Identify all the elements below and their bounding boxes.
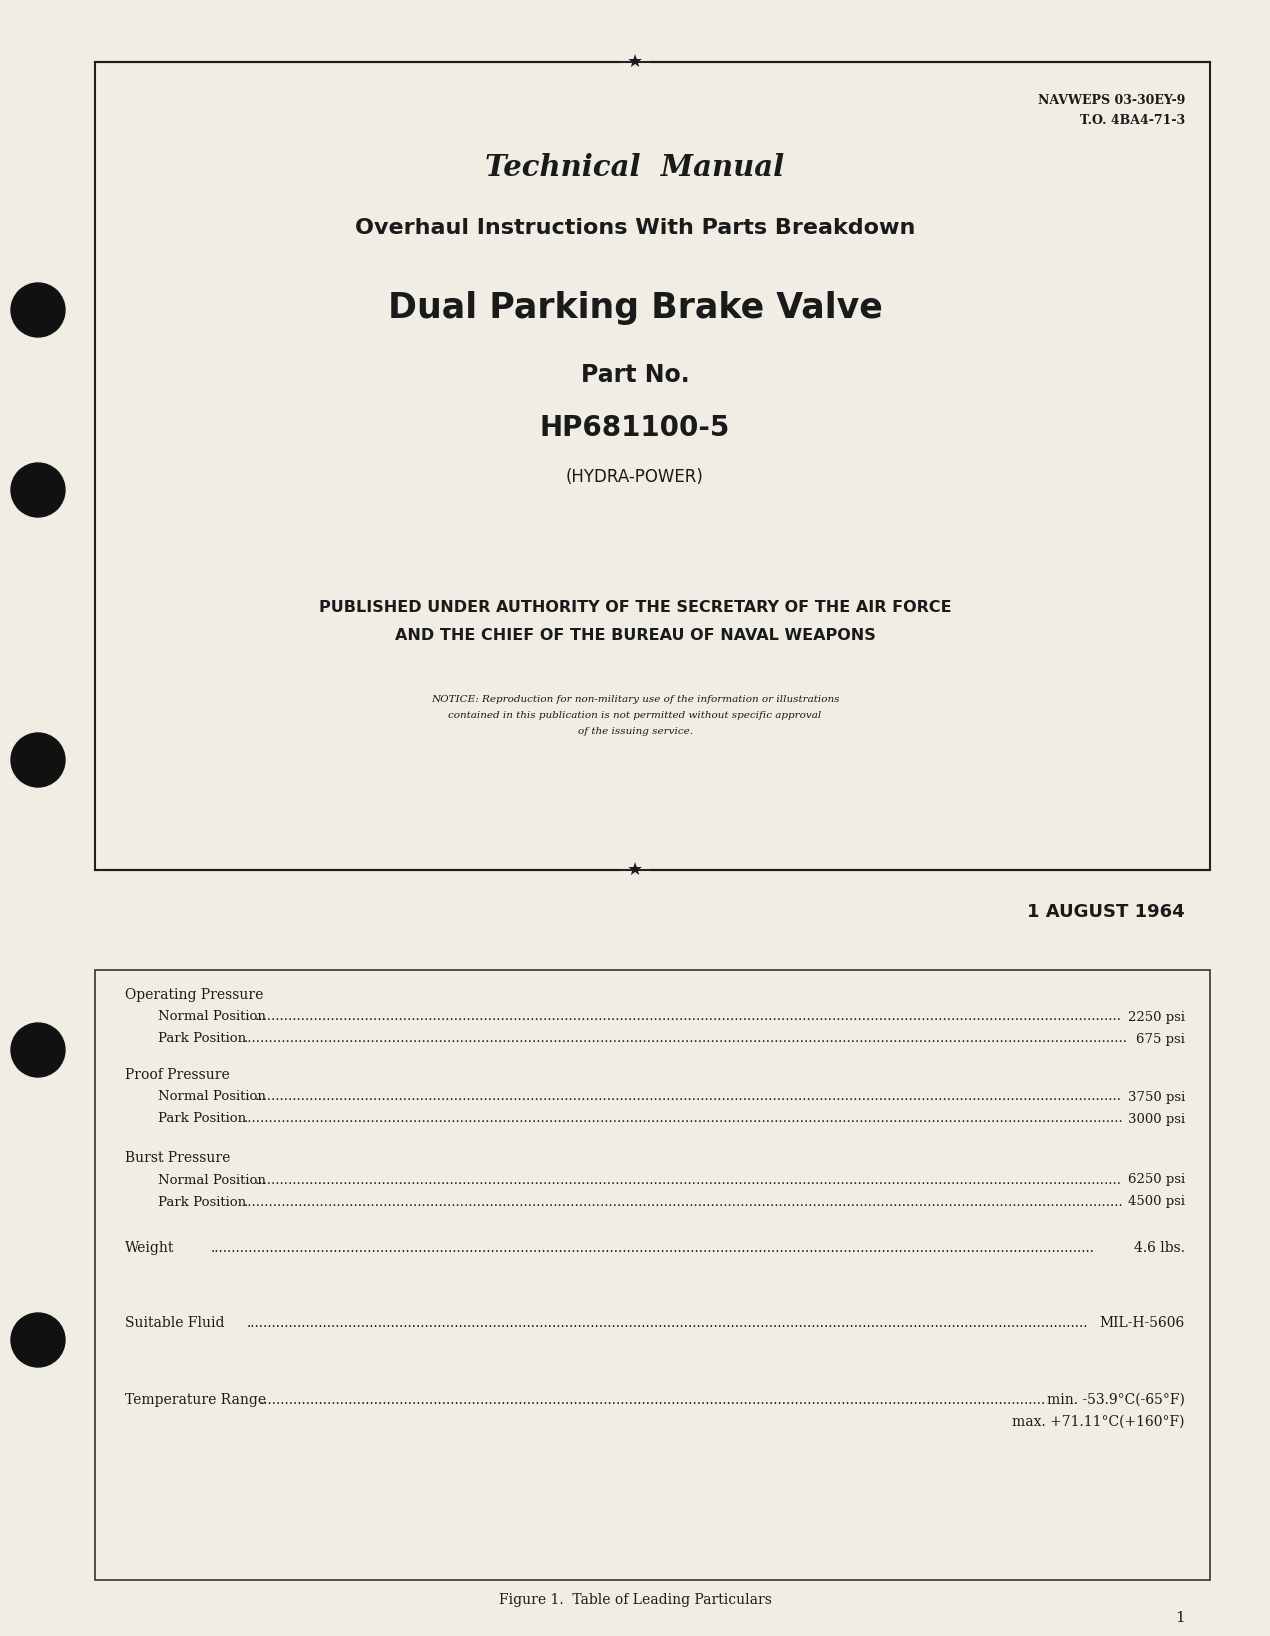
Text: ★: ★ xyxy=(627,861,643,879)
Text: 2250 psi: 2250 psi xyxy=(1128,1011,1185,1024)
Circle shape xyxy=(11,463,65,517)
Text: Normal Position: Normal Position xyxy=(157,1011,265,1024)
Text: Dual Parking Brake Valve: Dual Parking Brake Valve xyxy=(387,291,883,326)
Text: Figure 1.  Table of Leading Particulars: Figure 1. Table of Leading Particulars xyxy=(499,1593,771,1607)
Text: ................................................................................: ........................................… xyxy=(254,1173,1121,1186)
Text: 4500 psi: 4500 psi xyxy=(1128,1196,1185,1209)
Text: NOTICE: Reproduction for non-military use of the information or illustrations: NOTICE: Reproduction for non-military us… xyxy=(431,695,839,705)
Text: Technical  Manual: Technical Manual xyxy=(485,154,785,183)
Text: 3750 psi: 3750 psi xyxy=(1128,1091,1185,1104)
Text: Weight: Weight xyxy=(124,1242,174,1255)
Text: Overhaul Instructions With Parts Breakdown: Overhaul Instructions With Parts Breakdo… xyxy=(354,218,916,237)
Text: (HYDRA-POWER): (HYDRA-POWER) xyxy=(566,468,704,486)
Circle shape xyxy=(11,733,65,787)
Text: 1: 1 xyxy=(1175,1611,1185,1625)
Text: of the issuing service.: of the issuing service. xyxy=(578,728,692,736)
Text: NAVWEPS 03-30EY-9: NAVWEPS 03-30EY-9 xyxy=(1038,93,1185,106)
Text: ................................................................................: ........................................… xyxy=(254,1011,1121,1024)
Text: T.O. 4BA4-71-3: T.O. 4BA4-71-3 xyxy=(1080,113,1185,126)
Bar xyxy=(95,62,1210,870)
Text: ................................................................................: ........................................… xyxy=(244,1032,1128,1045)
Text: Park Position: Park Position xyxy=(157,1112,246,1126)
Text: 4.6 lbs.: 4.6 lbs. xyxy=(1134,1242,1185,1255)
Text: Park Position: Park Position xyxy=(157,1196,246,1209)
Text: Normal Position: Normal Position xyxy=(157,1173,265,1186)
Circle shape xyxy=(11,1022,65,1076)
Text: Suitable Fluid: Suitable Fluid xyxy=(124,1315,225,1330)
Text: AND THE CHIEF OF THE BUREAU OF NAVAL WEAPONS: AND THE CHIEF OF THE BUREAU OF NAVAL WEA… xyxy=(395,628,875,643)
Text: ................................................................................: ........................................… xyxy=(248,1315,1088,1330)
Text: Proof Pressure: Proof Pressure xyxy=(124,1068,230,1081)
Text: ................................................................................: ........................................… xyxy=(254,1091,1121,1104)
Text: Temperature Range: Temperature Range xyxy=(124,1392,267,1407)
Text: Burst Pressure: Burst Pressure xyxy=(124,1152,230,1165)
Circle shape xyxy=(11,283,65,337)
Text: 675 psi: 675 psi xyxy=(1137,1032,1185,1045)
Text: PUBLISHED UNDER AUTHORITY OF THE SECRETARY OF THE AIR FORCE: PUBLISHED UNDER AUTHORITY OF THE SECRETA… xyxy=(319,600,951,615)
Text: ................................................................................: ........................................… xyxy=(260,1392,1046,1407)
Text: 1 AUGUST 1964: 1 AUGUST 1964 xyxy=(1027,903,1185,921)
Text: MIL-H-5606: MIL-H-5606 xyxy=(1100,1315,1185,1330)
Text: 3000 psi: 3000 psi xyxy=(1128,1112,1185,1126)
Text: ★: ★ xyxy=(627,52,643,70)
Bar xyxy=(95,970,1210,1580)
Text: HP681100-5: HP681100-5 xyxy=(540,414,730,442)
Text: Operating Pressure: Operating Pressure xyxy=(124,988,263,1001)
Text: Park Position: Park Position xyxy=(157,1032,246,1045)
Text: Part No.: Part No. xyxy=(580,363,690,388)
Text: ................................................................................: ........................................… xyxy=(244,1112,1123,1126)
Text: Normal Position: Normal Position xyxy=(157,1091,265,1104)
Text: ................................................................................: ........................................… xyxy=(211,1242,1095,1255)
Text: max. +71.11°C(+160°F): max. +71.11°C(+160°F) xyxy=(1012,1415,1185,1428)
Text: min. -53.9°C(-65°F): min. -53.9°C(-65°F) xyxy=(1048,1392,1185,1407)
Circle shape xyxy=(11,1314,65,1368)
Text: ................................................................................: ........................................… xyxy=(244,1196,1123,1209)
Text: 6250 psi: 6250 psi xyxy=(1128,1173,1185,1186)
Text: contained in this publication is not permitted without specific approval: contained in this publication is not per… xyxy=(448,712,822,720)
